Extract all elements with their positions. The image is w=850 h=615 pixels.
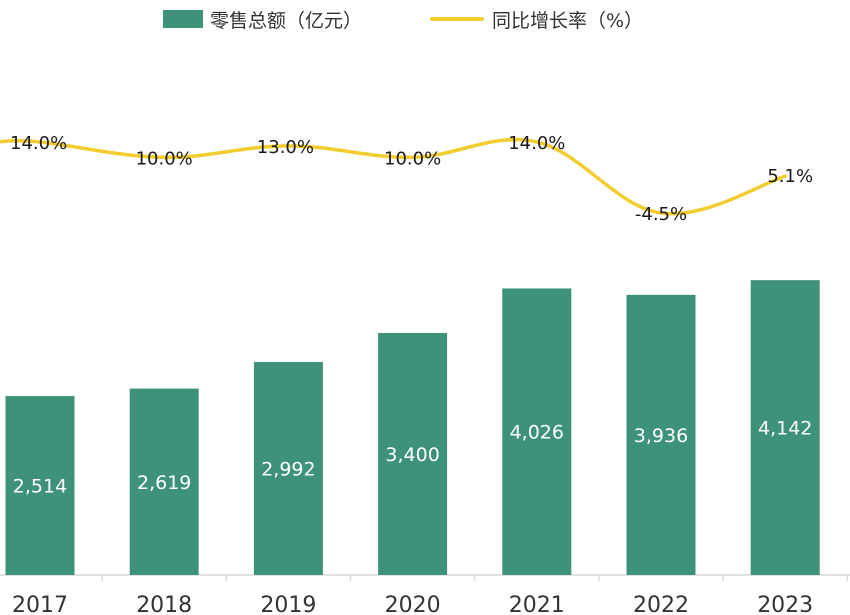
legend: 零售总额（亿元） 同比增长率（%） (163, 10, 643, 32)
x-tick-label-2018: 2018 (136, 593, 192, 615)
bar-value-label-2018: 2,619 (137, 472, 191, 494)
x-axis (0, 574, 850, 581)
bar-2017 (5, 396, 75, 575)
line-value-label-2017: 14.0% (10, 133, 67, 154)
legend-swatch-bar (163, 10, 203, 28)
line-series: 14.0% 10.0% 13.0% 10.0% 14.0% -4.5% 5.1% (0, 133, 813, 225)
bar-2018 (129, 388, 199, 575)
bar-value-label-2022: 3,936 (634, 425, 688, 447)
bar-2021 (502, 288, 572, 575)
bar-value-label-2019: 2,992 (261, 459, 315, 481)
bar-value-label-2020: 3,400 (385, 444, 439, 466)
x-tick-label-2021: 2021 (509, 593, 565, 615)
x-tick-labels: 2017 2018 2019 2020 2021 2022 2023 (12, 593, 813, 615)
line-value-label-2023: 5.1% (767, 166, 813, 187)
bar-2020 (378, 332, 448, 575)
line-value-label-2018: 10.0% (136, 148, 193, 169)
bar-series: 2,514 2,619 2,992 3,400 4,026 3,936 4,142 (5, 280, 820, 575)
bar-value-label-2023: 4,142 (758, 418, 812, 440)
bar-2019 (253, 362, 323, 575)
bar-2023 (750, 280, 820, 575)
bar-value-label-2017: 2,514 (13, 476, 67, 498)
legend-label-bar: 零售总额（亿元） (210, 10, 362, 32)
legend-label-line: 同比增长率（%） (492, 10, 643, 32)
bar-value-label-2021: 4,026 (510, 422, 564, 444)
growth-rate-line (0, 137, 787, 216)
x-tick-label-2020: 2020 (385, 593, 441, 615)
x-tick-label-2023: 2023 (757, 593, 813, 615)
x-tick-label-2019: 2019 (260, 593, 316, 615)
line-value-label-2021: 14.0% (508, 133, 565, 154)
bar-2022 (626, 294, 696, 575)
line-value-label-2022: -4.5% (635, 204, 687, 225)
x-tick-label-2022: 2022 (633, 593, 689, 615)
line-value-label-2020: 10.0% (384, 148, 441, 169)
line-value-label-2019: 13.0% (257, 137, 314, 158)
x-tick-label-2017: 2017 (12, 593, 68, 615)
